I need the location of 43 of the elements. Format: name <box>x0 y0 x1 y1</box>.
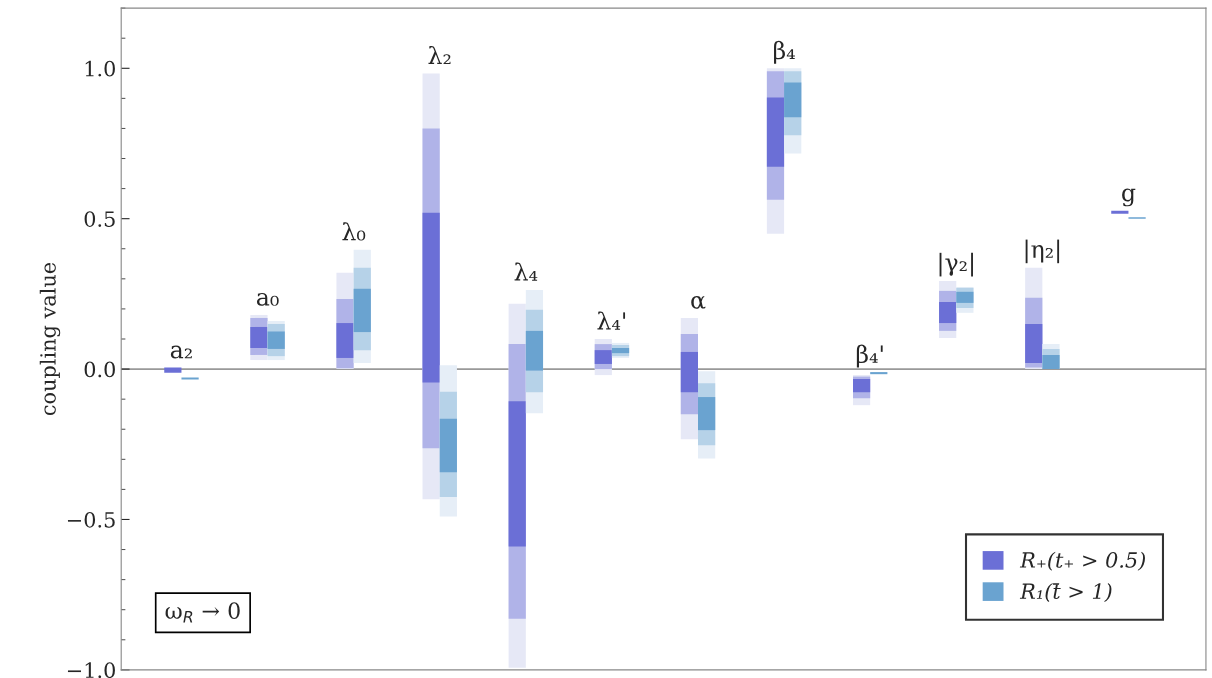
y-axis-title: coupling value <box>39 262 61 416</box>
x-tick-label: g <box>1122 188 1136 207</box>
bar <box>594 350 612 364</box>
bar <box>439 418 457 473</box>
bar <box>766 97 785 167</box>
x-tick-label: β₄' <box>856 344 883 368</box>
bar <box>784 82 802 118</box>
annotation: ω$_{R}$ → 0 <box>165 602 240 623</box>
bar <box>870 372 888 375</box>
bar <box>353 288 371 333</box>
bar <box>525 330 544 371</box>
y-tick-label: 1.0 <box>85 60 115 77</box>
bar <box>680 351 699 393</box>
x-tick-label: a₀ <box>256 292 279 306</box>
x-tick-label: |γ₂| <box>939 252 973 277</box>
x-tick-label: a₂ <box>170 345 192 359</box>
x-tick-label: β₄ <box>774 40 795 64</box>
bar <box>698 397 716 431</box>
bar <box>939 302 957 324</box>
bar <box>267 331 285 349</box>
y-tick-label: 0.5 <box>84 211 115 227</box>
x-tick-label: λ₀ <box>342 222 366 241</box>
legend-label: R₁(t̄ > 1) <box>1019 582 1112 602</box>
bar <box>1111 210 1129 214</box>
x-tick-label: λ₄ <box>514 262 538 281</box>
x-tick-label: λ₂ <box>428 45 451 65</box>
bar <box>956 291 974 303</box>
bar <box>852 379 871 393</box>
bar <box>164 367 182 373</box>
x-tick-label: λ₄' <box>597 311 626 330</box>
bar <box>336 323 354 358</box>
bar <box>508 401 526 547</box>
bar <box>422 212 440 383</box>
y-tick-label: 0.0 <box>84 361 115 378</box>
x-tick-label: |η₂| <box>1025 239 1060 264</box>
bar <box>1025 323 1043 364</box>
bar <box>1042 354 1060 370</box>
bar <box>250 326 268 349</box>
x-tick-label: α <box>691 295 706 309</box>
bar <box>181 377 199 380</box>
y-tick-label: −1.0 <box>67 662 115 678</box>
y-tick-label: −0.5 <box>67 511 115 528</box>
legend-label: R₊(t₊ > 0.5) <box>1019 551 1146 571</box>
